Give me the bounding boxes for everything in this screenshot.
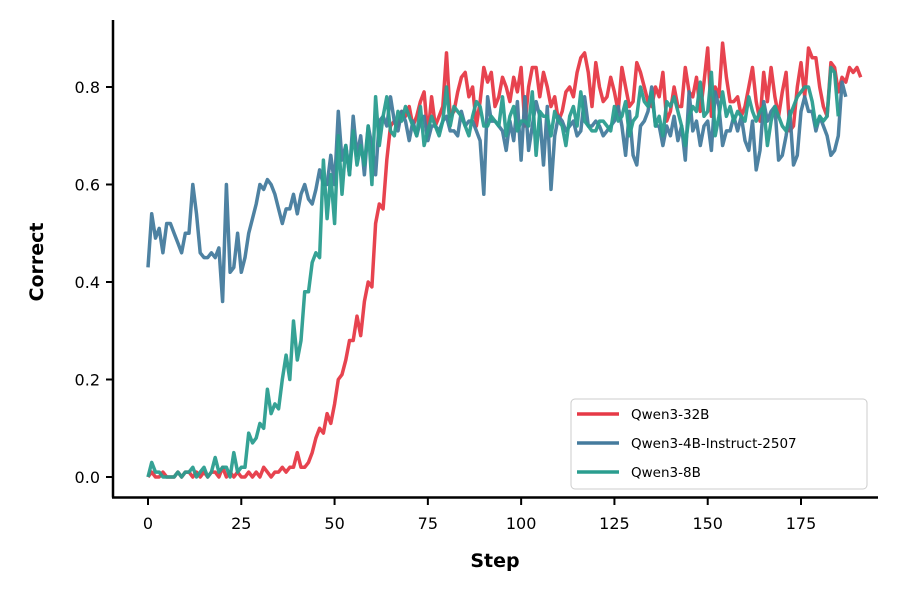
x-tick-label: 175 <box>786 514 817 533</box>
legend-label: Qwen3-8B <box>631 465 701 481</box>
legend-item-qwen3-8b: Qwen3-8B <box>577 465 701 481</box>
x-tick-label: 125 <box>599 514 630 533</box>
legend: Qwen3-32B Qwen3-4B-Instruct-2507 Qwen3-8… <box>570 398 868 490</box>
x-tick-label: 25 <box>231 514 251 533</box>
x-tick-label: 50 <box>324 514 344 533</box>
plot-area <box>146 41 863 479</box>
x-tick-label: 0 <box>143 514 153 533</box>
legend-item-qwen3-4b-instruct: Qwen3-4B-Instruct-2507 <box>577 436 797 452</box>
axes: 0.0 0.2 0.4 0.6 0.8 0 25 50 75 100 125 150 175 <box>75 20 878 533</box>
y-tick-label: 0.0 <box>75 468 100 487</box>
x-tick-label: 75 <box>418 514 438 533</box>
y-tick-label: 0.8 <box>75 78 100 97</box>
legend-label: Qwen3-4B-Instruct-2507 <box>631 436 797 452</box>
legend-label: Qwen3-32B <box>631 407 709 423</box>
series-line-qwen3-8b <box>146 65 841 479</box>
y-axis-title: Correct <box>26 223 48 302</box>
x-tick-label: 100 <box>506 514 537 533</box>
y-tick-label: 0.2 <box>75 371 100 390</box>
y-ticks: 0.0 0.2 0.4 0.6 0.8 <box>75 78 113 487</box>
x-ticks: 0 25 50 75 100 125 150 175 <box>143 497 817 533</box>
x-axis-title: Step <box>470 550 519 572</box>
y-tick-label: 0.4 <box>75 273 100 292</box>
legend-item-qwen3-32b: Qwen3-32B <box>577 407 709 423</box>
x-tick-label: 150 <box>692 514 723 533</box>
y-tick-label: 0.6 <box>75 176 100 195</box>
legend-frame <box>570 398 868 490</box>
